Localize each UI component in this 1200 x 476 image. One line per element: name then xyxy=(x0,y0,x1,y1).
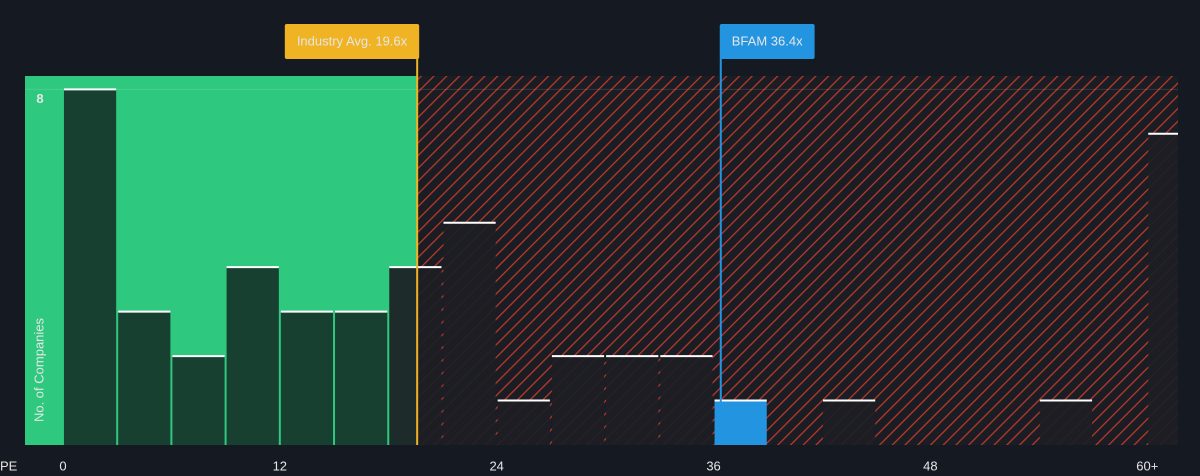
annotation-label: BFAM 36.4x xyxy=(732,33,803,48)
bar xyxy=(280,311,334,445)
annotation-box xyxy=(719,24,815,59)
bar xyxy=(606,356,659,445)
x-tick-label: 12 xyxy=(273,458,287,473)
bar xyxy=(822,400,876,445)
plot-area xyxy=(25,76,1178,446)
bar xyxy=(118,311,171,445)
annotation-box xyxy=(284,24,420,59)
x-axis-label: PE xyxy=(0,458,18,473)
x-tick-label: 24 xyxy=(489,458,503,473)
bar xyxy=(63,89,117,446)
bar xyxy=(551,356,605,445)
bar xyxy=(389,267,442,445)
bar xyxy=(335,311,388,445)
bar xyxy=(1039,400,1093,445)
bar xyxy=(497,400,550,445)
overlay: 8 Industry Avg. 19.6x BFAM 36.4x 0 12 24 36 48 6… xyxy=(0,24,1158,473)
bar xyxy=(660,356,713,445)
x-tick-label: 36 xyxy=(706,458,720,473)
x-tick-label: 0 xyxy=(59,458,66,473)
x-tick-label: 48 xyxy=(923,458,937,473)
bar xyxy=(226,267,279,445)
above-average-region xyxy=(417,76,1178,445)
bar xyxy=(443,222,496,445)
annotation-label: Industry Avg. 19.6x xyxy=(297,33,408,48)
bar xyxy=(714,400,767,445)
x-tick-label: 60+ xyxy=(1136,458,1158,473)
bar xyxy=(1148,133,1178,446)
y-tick-label: 8 xyxy=(36,91,43,106)
bar xyxy=(172,356,225,445)
y-axis-label: No. of Companies xyxy=(31,317,46,422)
